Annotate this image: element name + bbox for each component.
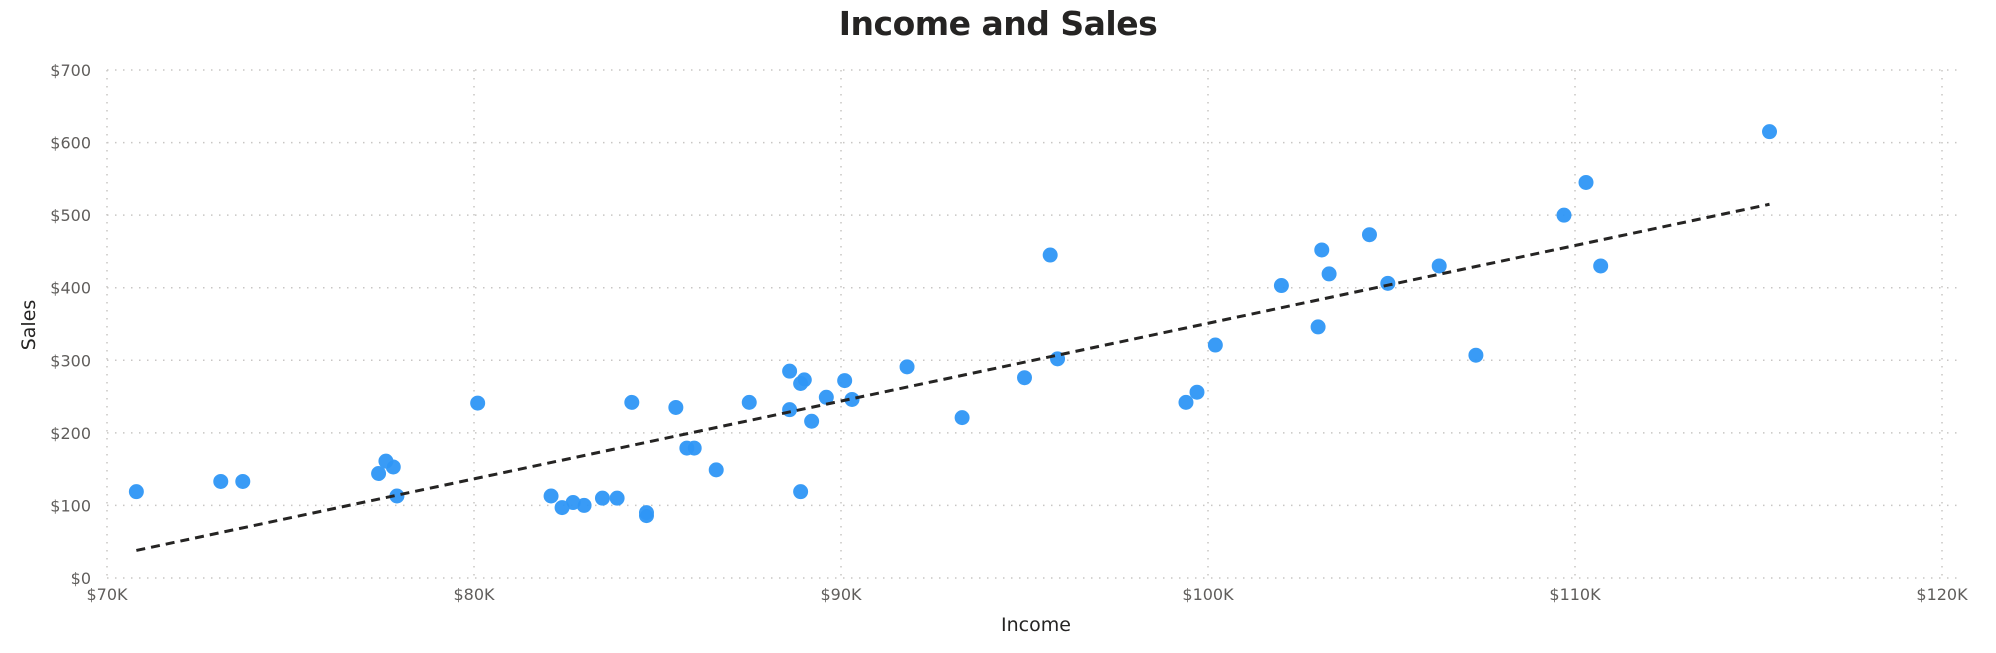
data-point[interactable]	[1468, 347, 1484, 363]
y-tick-label: $0	[71, 569, 91, 588]
data-point[interactable]	[1556, 207, 1572, 223]
chart-title: Income and Sales	[838, 4, 1158, 43]
x-tick-label: $100K	[1182, 585, 1234, 604]
data-point[interactable]	[1207, 337, 1223, 353]
data-point[interactable]	[543, 488, 559, 504]
data-point[interactable]	[793, 484, 809, 500]
data-point[interactable]	[1042, 247, 1058, 263]
data-point[interactable]	[609, 490, 625, 506]
x-tick-label: $110K	[1549, 585, 1601, 604]
data-point[interactable]	[1189, 384, 1205, 400]
data-point[interactable]	[1321, 266, 1337, 282]
x-tick-label: $90K	[820, 585, 862, 604]
data-point[interactable]	[741, 394, 757, 410]
data-point[interactable]	[128, 484, 144, 500]
data-point[interactable]	[1178, 394, 1194, 410]
data-point[interactable]	[1431, 258, 1447, 274]
x-tick-label: $70K	[86, 585, 128, 604]
data-points	[128, 124, 1778, 524]
y-axis-ticks: $0 $100 $200 $300 $400 $500 $600 $700	[50, 61, 91, 588]
data-point[interactable]	[1017, 370, 1032, 386]
data-point[interactable]	[782, 363, 798, 379]
x-tick-label: $80K	[453, 585, 495, 604]
x-tick-label: $120K	[1916, 585, 1968, 604]
data-point[interactable]	[638, 508, 654, 524]
data-point[interactable]	[576, 497, 592, 513]
data-point[interactable]	[686, 440, 702, 456]
y-tick-label: $400	[50, 279, 91, 298]
y-tick-label: $600	[50, 134, 91, 153]
gridlines	[106, 69, 1962, 579]
y-tick-label: $200	[50, 424, 91, 443]
data-point[interactable]	[624, 394, 640, 410]
data-point[interactable]	[782, 402, 798, 418]
y-tick-label: $700	[50, 61, 91, 80]
data-point[interactable]	[708, 462, 724, 478]
y-tick-label: $500	[50, 206, 91, 225]
data-point[interactable]	[594, 490, 610, 506]
x-axis-title: Income	[1001, 614, 1071, 636]
data-point[interactable]	[668, 399, 684, 415]
data-point[interactable]	[371, 465, 387, 481]
data-point[interactable]	[1593, 258, 1609, 274]
data-point[interactable]	[1273, 278, 1289, 294]
trendline	[136, 202, 1770, 552]
data-point[interactable]	[954, 410, 970, 426]
data-point[interactable]	[804, 413, 820, 429]
data-point[interactable]	[385, 459, 401, 475]
data-point[interactable]	[837, 373, 853, 389]
data-point[interactable]	[1762, 124, 1778, 140]
x-axis-ticks: $70K $80K $90K $100K $110K $120K	[86, 585, 1968, 604]
data-point[interactable]	[1310, 319, 1326, 335]
data-point[interactable]	[796, 372, 812, 388]
data-point[interactable]	[899, 359, 915, 375]
data-point[interactable]	[1380, 275, 1396, 291]
y-tick-label: $100	[50, 496, 91, 515]
data-point[interactable]	[1361, 227, 1377, 243]
data-point[interactable]	[1578, 174, 1594, 190]
trendline-path	[136, 202, 1770, 552]
y-tick-label: $300	[50, 351, 91, 370]
data-point[interactable]	[213, 473, 229, 489]
data-point[interactable]	[470, 395, 486, 411]
data-point[interactable]	[1314, 242, 1330, 258]
data-point[interactable]	[235, 473, 251, 489]
